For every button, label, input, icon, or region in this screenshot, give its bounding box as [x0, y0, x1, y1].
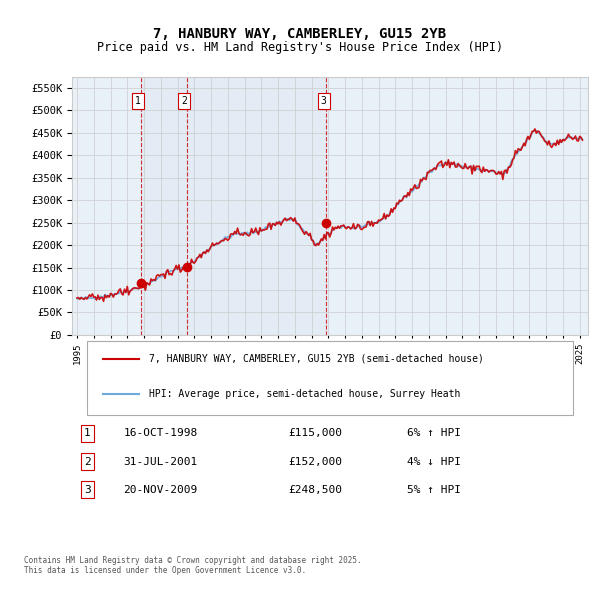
FancyBboxPatch shape: [88, 341, 572, 415]
Text: 31-JUL-2001: 31-JUL-2001: [124, 457, 198, 467]
Text: 1: 1: [135, 96, 141, 106]
Text: 2: 2: [181, 96, 187, 106]
Text: 6% ↑ HPI: 6% ↑ HPI: [407, 428, 461, 438]
Text: 20-NOV-2009: 20-NOV-2009: [124, 485, 198, 495]
Text: 3: 3: [84, 485, 91, 495]
Text: HPI: Average price, semi-detached house, Surrey Heath: HPI: Average price, semi-detached house,…: [149, 389, 461, 399]
Text: 7, HANBURY WAY, CAMBERLEY, GU15 2YB: 7, HANBURY WAY, CAMBERLEY, GU15 2YB: [154, 27, 446, 41]
Text: 1: 1: [84, 428, 91, 438]
Text: 3: 3: [321, 96, 326, 106]
Text: 4% ↓ HPI: 4% ↓ HPI: [407, 457, 461, 467]
Bar: [187, 77, 326, 335]
Text: Contains HM Land Registry data © Crown copyright and database right 2025.
This d: Contains HM Land Registry data © Crown c…: [24, 556, 362, 575]
Text: Price paid vs. HM Land Registry's House Price Index (HPI): Price paid vs. HM Land Registry's House …: [97, 41, 503, 54]
Text: 2: 2: [84, 457, 91, 467]
Text: £115,000: £115,000: [289, 428, 343, 438]
Text: 5% ↑ HPI: 5% ↑ HPI: [407, 485, 461, 495]
Text: 16-OCT-1998: 16-OCT-1998: [124, 428, 198, 438]
Text: 7, HANBURY WAY, CAMBERLEY, GU15 2YB (semi-detached house): 7, HANBURY WAY, CAMBERLEY, GU15 2YB (sem…: [149, 353, 484, 363]
Bar: [140, 77, 187, 335]
Text: £248,500: £248,500: [289, 485, 343, 495]
Text: £152,000: £152,000: [289, 457, 343, 467]
